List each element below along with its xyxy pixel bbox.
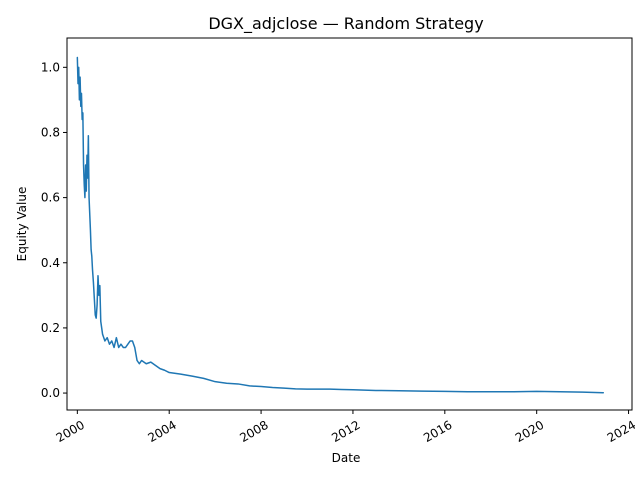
y-axis-label: Equity Value (15, 187, 29, 262)
series-layer (76, 56, 605, 394)
y-tick-label: 0.6 (41, 191, 60, 205)
y-axis: 0.0 0.2 0.4 0.6 0.8 1.0 (41, 60, 67, 400)
y-tick-label: 0.0 (41, 386, 60, 400)
y-tick-label: 1.0 (41, 60, 60, 74)
x-axis-label: Date (332, 451, 361, 465)
chart-title: DGX_adjclose — Random Strategy (208, 14, 483, 34)
y-tick-label: 0.8 (41, 125, 60, 139)
y-tick-label: 0.2 (41, 321, 60, 335)
series-line-equity-value (76, 56, 605, 394)
y-tick-label: 0.4 (41, 256, 60, 270)
plot-frame (66, 37, 633, 411)
plot-area (67, 38, 632, 410)
plot-background (67, 38, 632, 410)
